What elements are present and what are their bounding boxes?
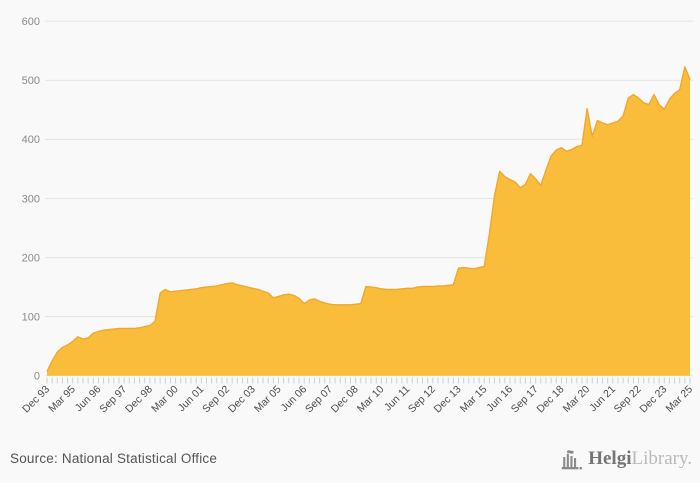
x-axis-label: Dec 23 <box>637 383 669 415</box>
x-axis-label: Sep 97 <box>97 383 129 415</box>
x-axis-label: Dec 08 <box>329 383 361 415</box>
y-axis-label-200: 200 <box>22 252 40 264</box>
x-axis-label: Mar 95 <box>46 383 78 415</box>
x-axis-label: Dec 13 <box>432 383 464 415</box>
x-axis-label: Sep 07 <box>303 383 335 415</box>
x-axis-label: Sep 12 <box>406 383 438 415</box>
x-axis-label: Mar 15 <box>458 383 490 415</box>
x-axis-label: Mar 25 <box>664 383 696 415</box>
source-text: Source: National Statistical Office <box>10 451 218 466</box>
x-axis-label: Sep 17 <box>509 383 541 415</box>
area-series-outline <box>46 66 691 372</box>
x-axis-label: Dec 18 <box>535 383 567 415</box>
y-axis-label-400: 400 <box>22 134 40 146</box>
x-axis-label: Mar 00 <box>149 383 181 415</box>
x-axis-label: Sep 22 <box>612 383 644 415</box>
logo-text-primary: Helgi <box>588 448 632 469</box>
logo-text: HelgiLibrary. <box>588 449 692 468</box>
x-axis-label: Mar 10 <box>355 383 387 415</box>
footer: Source: National Statistical Office Helg… <box>0 440 700 483</box>
x-axis-label: Mar 20 <box>561 383 593 415</box>
y-axis-label-500: 500 <box>22 75 40 87</box>
y-axis-label-100: 100 <box>22 311 40 323</box>
x-axis-label: Mar 05 <box>252 383 284 415</box>
helgi-library-logo[interactable]: HelgiLibrary. <box>560 446 692 472</box>
chart-area: 0 100 200 300 400 500 600 Dec 93 Mar 95 Jun 96 Sep… <box>20 16 696 415</box>
x-axis-label: Dec 03 <box>226 383 258 415</box>
y-axis-label-0: 0 <box>34 371 40 383</box>
y-axis-label-300: 300 <box>22 193 40 205</box>
x-axis-label: Dec 93 <box>20 383 52 415</box>
x-axis-label: Dec 98 <box>123 383 155 415</box>
x-axis-label: Sep 02 <box>200 383 232 415</box>
y-axis-label-600: 600 <box>22 16 40 28</box>
castle-icon <box>562 449 583 469</box>
area-series <box>47 66 690 376</box>
logo-text-secondary: Library. <box>631 448 693 469</box>
